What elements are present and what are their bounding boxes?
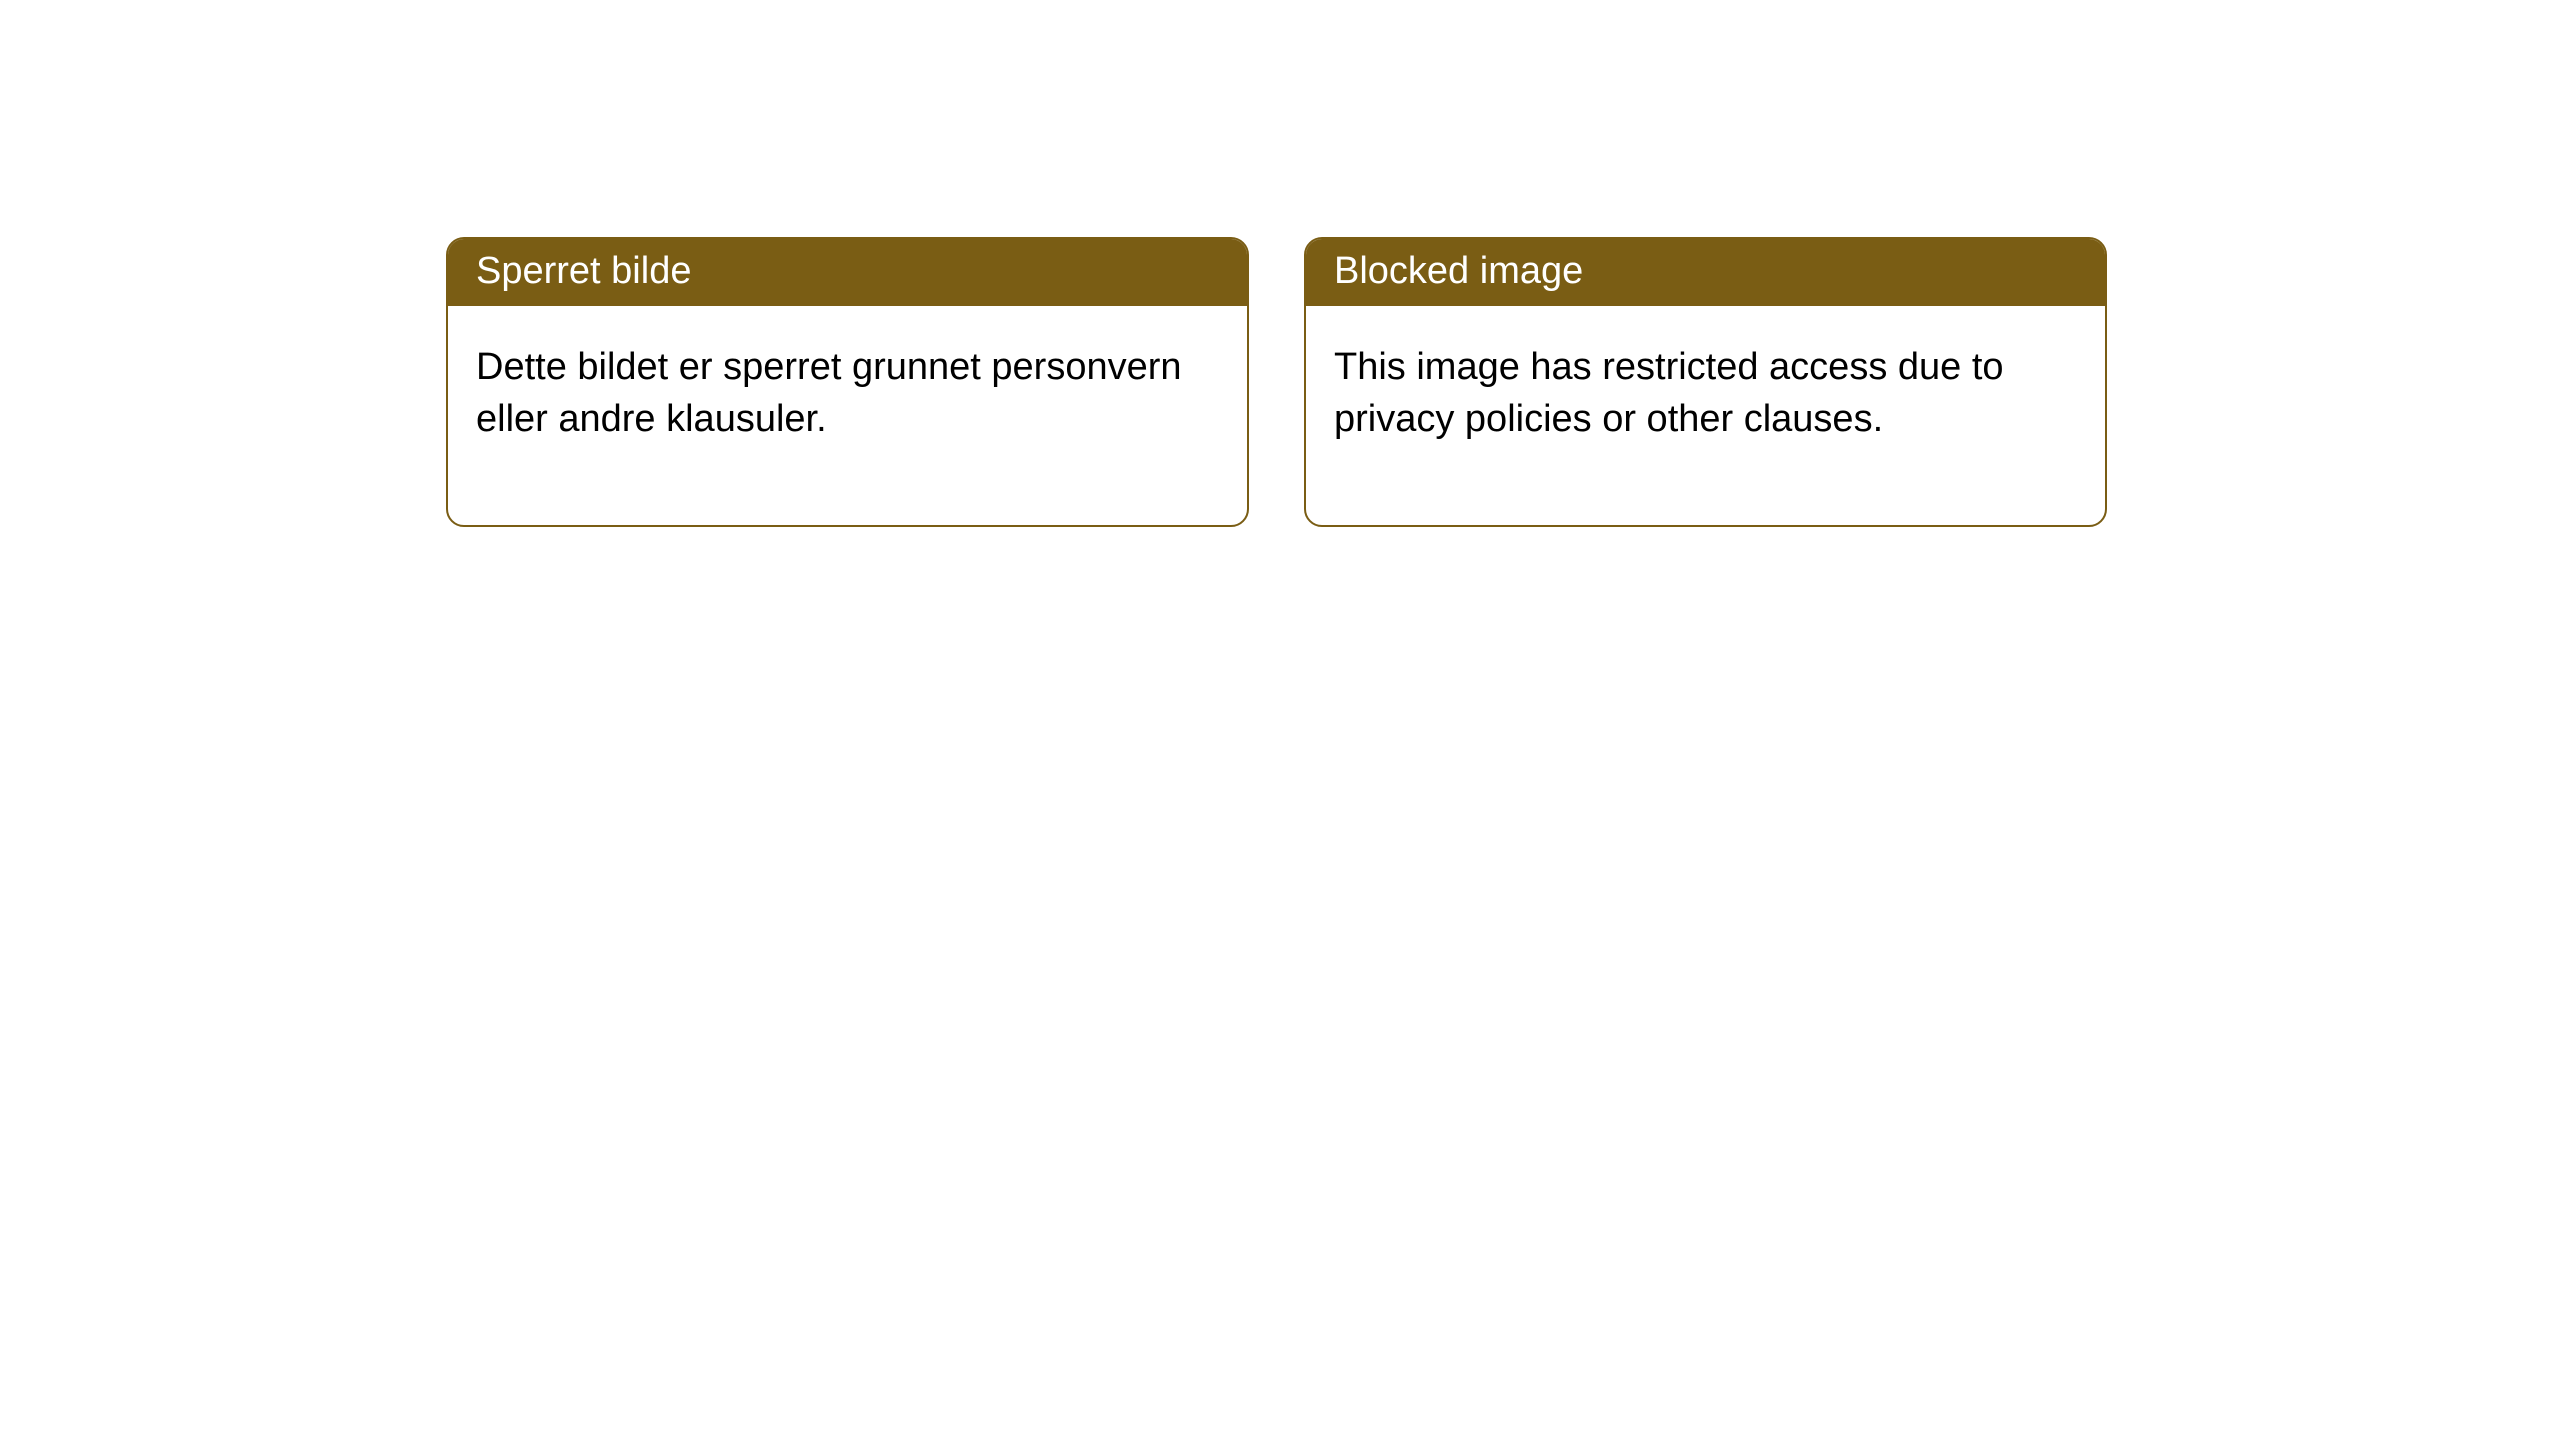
notice-card-no: Sperret bilde Dette bildet er sperret gr… <box>446 237 1249 527</box>
notice-header: Blocked image <box>1306 239 2105 306</box>
notice-header: Sperret bilde <box>448 239 1247 306</box>
notice-container: Sperret bilde Dette bildet er sperret gr… <box>0 0 2560 527</box>
notice-card-en: Blocked image This image has restricted … <box>1304 237 2107 527</box>
notice-body: This image has restricted access due to … <box>1306 306 2105 525</box>
notice-body: Dette bildet er sperret grunnet personve… <box>448 306 1247 525</box>
